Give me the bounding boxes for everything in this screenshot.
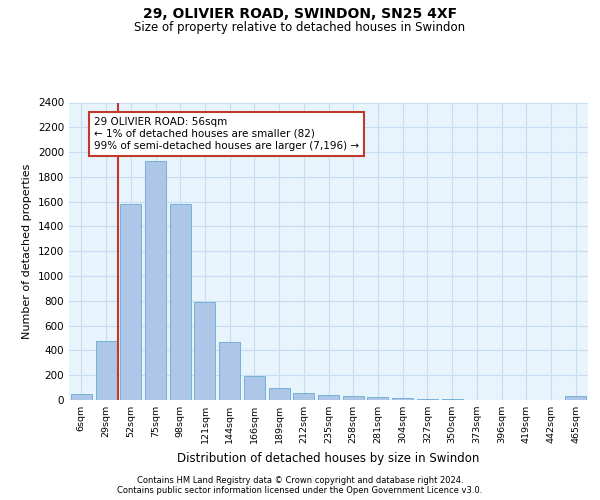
Bar [565,396,586,400]
Bar [244,376,265,400]
Bar [194,302,215,400]
Bar [145,161,166,400]
Text: Contains HM Land Registry data © Crown copyright and database right 2024.
Contai: Contains HM Land Registry data © Crown c… [118,476,482,495]
Bar [318,395,339,400]
Y-axis label: Number of detached properties: Number of detached properties [22,164,32,339]
Bar [269,388,290,400]
Bar [343,396,364,400]
Bar [367,397,388,400]
Bar [392,398,413,400]
Bar [120,204,141,400]
Text: Size of property relative to detached houses in Swindon: Size of property relative to detached ho… [134,21,466,34]
Bar [170,204,191,400]
Bar [293,392,314,400]
Text: 29 OLIVIER ROAD: 56sqm
← 1% of detached houses are smaller (82)
99% of semi-deta: 29 OLIVIER ROAD: 56sqm ← 1% of detached … [94,118,359,150]
Bar [71,394,92,400]
X-axis label: Distribution of detached houses by size in Swindon: Distribution of detached houses by size … [178,452,479,464]
Bar [95,340,116,400]
Bar [219,342,240,400]
Text: 29, OLIVIER ROAD, SWINDON, SN25 4XF: 29, OLIVIER ROAD, SWINDON, SN25 4XF [143,8,457,22]
